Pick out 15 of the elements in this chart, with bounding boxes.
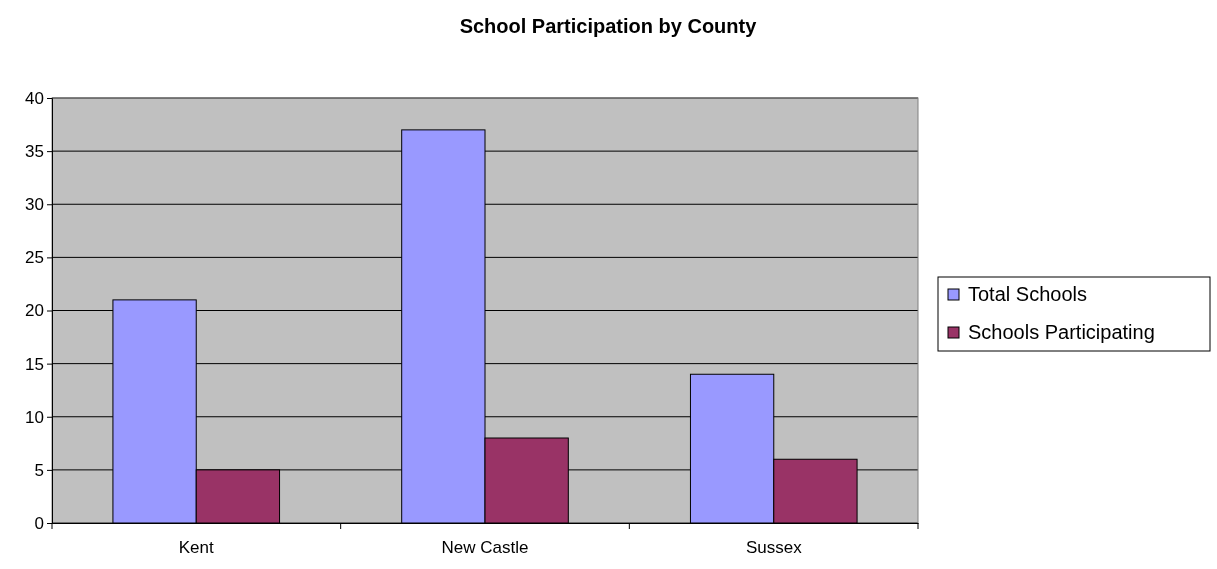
x-tick-label: Kent <box>178 538 214 558</box>
y-tick-label: 0 <box>34 513 44 533</box>
y-tick-label: 15 <box>25 354 44 374</box>
y-tick-label: 40 <box>25 88 44 108</box>
x-tick-label: New Castle <box>441 538 529 558</box>
y-tick-label: 35 <box>25 142 44 162</box>
y-tick-label: 30 <box>25 195 44 215</box>
y-tick-label: 20 <box>25 301 44 321</box>
legend-label: Total Schools <box>968 283 1087 305</box>
chart-title: School Participation by County <box>459 15 758 37</box>
y-tick-label: 5 <box>34 460 44 480</box>
y-tick-label: 10 <box>25 407 44 427</box>
x-tick-label: Sussex <box>745 538 803 558</box>
y-tick-label: 25 <box>25 248 44 268</box>
legend-label: Schools Participating <box>968 321 1155 343</box>
